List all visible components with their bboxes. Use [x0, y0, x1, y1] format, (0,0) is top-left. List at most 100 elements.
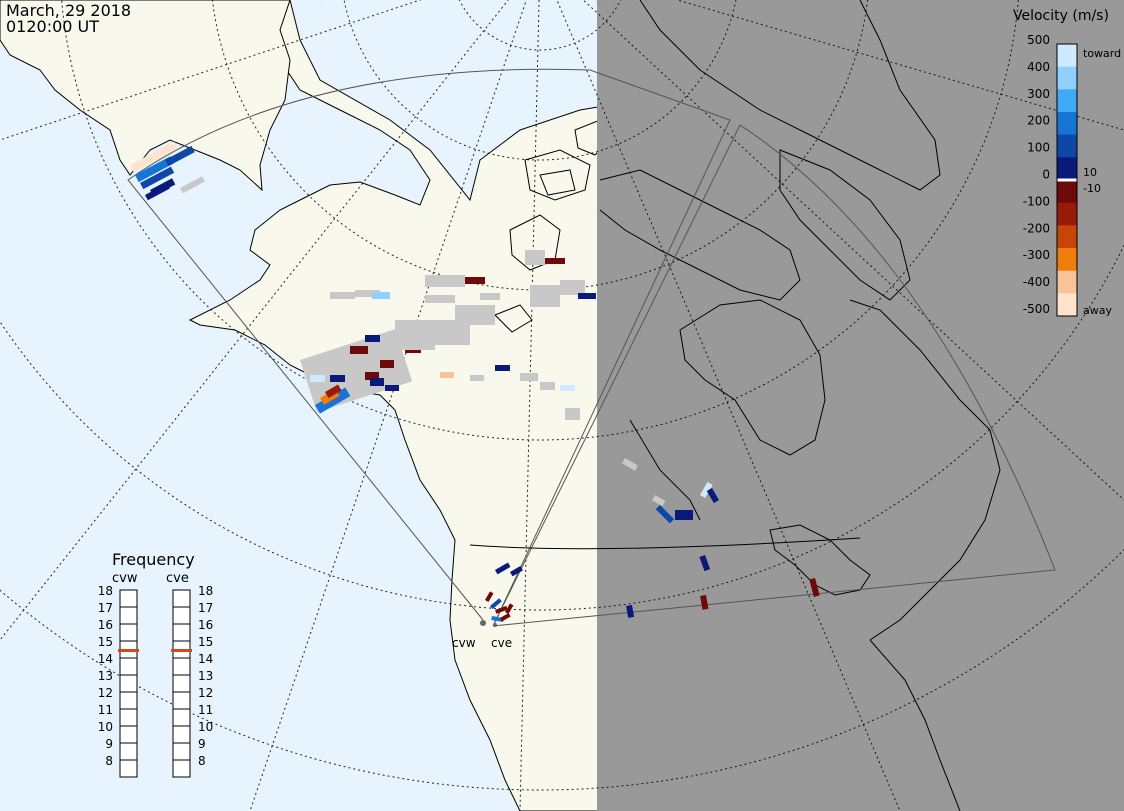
velocity-colorbar [1056, 43, 1078, 317]
frequency-gauge-cell [172, 742, 191, 761]
time-label: 0120:00 UT [6, 17, 99, 36]
arctic-island-5 [539, 169, 576, 196]
frequency-legend: Frequency cvw cve 18 18 17 17 16 16 15 15 14 14 13… [98, 550, 213, 778]
velocity-tick-label: 0 [1042, 168, 1050, 182]
frequency-scale-label-right: 18 [198, 584, 213, 598]
scatter-cell [144, 183, 170, 201]
scatter-cell [330, 375, 345, 382]
scatter-cell [525, 250, 545, 265]
baffin-island [779, 149, 911, 301]
radar-label-cve: cve [491, 636, 512, 650]
timestamp-block: March, 29 2018 0120:00 UT [6, 1, 131, 36]
frequency-scale-label-left: 14 [98, 652, 113, 666]
velocity-tick-label: 500 [1027, 33, 1050, 47]
scatter-cell [622, 458, 638, 471]
velocity-colorbar-segment [1057, 89, 1077, 113]
scatter-cell [455, 305, 495, 325]
scatter-cell [699, 555, 711, 572]
frequency-scale-label-left: 13 [98, 669, 113, 683]
radar-sites: cvw cve [452, 620, 512, 650]
velocity-legend-title: Velocity (m/s) [1013, 8, 1109, 24]
scatter-cell [505, 603, 514, 614]
scatter-cell [652, 494, 666, 507]
frequency-radar-label-cve: cve [166, 571, 189, 586]
arctic-archipelago [599, 169, 801, 301]
meridian-4 [519, 0, 540, 811]
scatter-cell [465, 277, 485, 284]
frequency-gauge-cell [172, 674, 191, 693]
velocity-zero-band [1057, 178, 1077, 182]
velocity-inner-tick-pos: 10 [1083, 166, 1097, 179]
scatter-cell [395, 320, 435, 350]
frequency-gauge-cell [119, 657, 138, 676]
latitude-circle-80 [458, 0, 622, 51]
frequency-gauge-cell [119, 742, 138, 761]
frequency-scale-label-left: 11 [98, 703, 113, 717]
scatter-cell [495, 562, 511, 575]
velocity-tick-label: 100 [1027, 141, 1050, 155]
scatter-cell [675, 510, 693, 520]
velocity-colorbar-segment [1057, 270, 1077, 294]
scatter-cell [385, 385, 399, 391]
scatter-cell [706, 488, 719, 504]
velocity-away-label: away [1083, 304, 1112, 317]
velocity-colorbar-segment [1057, 112, 1077, 136]
frequency-scale-label-right: 14 [198, 652, 213, 666]
scatter-cell [425, 275, 465, 287]
frequency-scale-label-left: 8 [105, 754, 113, 768]
frequency-scale-label-right: 10 [198, 720, 213, 734]
chukotka-landmass [0, 0, 291, 192]
velocity-tick-label: -300 [1023, 248, 1050, 262]
frequency-scale-label-left: 16 [98, 618, 113, 632]
frequency-scale-label-left: 17 [98, 601, 113, 615]
velocity-tick-label: 200 [1027, 114, 1050, 128]
scatter-cell [310, 375, 325, 382]
frequency-scale-label-right: 16 [198, 618, 213, 632]
scatter-cell [560, 280, 585, 295]
frequency-gauge-cell [172, 725, 191, 744]
meridian-7 [675, 0, 1124, 131]
velocity-colorbar-segment [1057, 66, 1077, 90]
scatter-layer [130, 141, 820, 623]
frequency-gauge-cell [172, 708, 191, 727]
scatter-cell [130, 141, 178, 173]
frequency-gauge-cell [119, 589, 138, 608]
scatter-cell [135, 156, 175, 183]
scatter-cell [470, 375, 484, 381]
scatter-cell [139, 166, 175, 190]
frequency-scale-label-left: 15 [98, 635, 113, 649]
frequency-scale-label-left: 10 [98, 720, 113, 734]
scatter-cell [315, 387, 351, 414]
frequency-radar-label-cvw: cvw [112, 571, 138, 586]
frequency-gauge-cell [119, 691, 138, 710]
scatter-cell [530, 285, 560, 307]
radar-site-cve [493, 623, 497, 627]
frequency-gauge-cell [172, 589, 191, 608]
velocity-tick-label: -100 [1023, 194, 1050, 208]
frequency-gauge-cell [119, 759, 138, 778]
frequency-scale-label-right: 17 [198, 601, 213, 615]
frequency-gauge-cell [172, 657, 191, 676]
scatter-cell [700, 595, 709, 610]
radar-fov-layer [127, 68, 1056, 627]
velocity-colorbar-segment [1057, 134, 1077, 158]
scatter-cell [365, 335, 380, 342]
cve-fov-outline [492, 124, 1056, 627]
velocity-tick-label: -400 [1023, 275, 1050, 289]
frequency-gauge-cell [172, 606, 191, 625]
latitude-circle-40 [0, 243, 1124, 611]
scatter-cell [510, 566, 523, 577]
scatter-cell [545, 258, 565, 264]
frequency-legend-title: Frequency [112, 550, 195, 569]
velocity-colorbar-segment [1057, 157, 1077, 181]
scatter-cell [626, 604, 635, 618]
velocity-colorbar-segment [1057, 293, 1077, 317]
greenland-coast [639, 0, 941, 191]
cvw-fov-outline [127, 68, 731, 623]
scatter-cell [480, 293, 500, 300]
scatter-cell [495, 365, 510, 371]
scatter-cell [520, 373, 538, 381]
scatter-cell [495, 605, 508, 614]
frequency-gauge-cell [172, 759, 191, 778]
